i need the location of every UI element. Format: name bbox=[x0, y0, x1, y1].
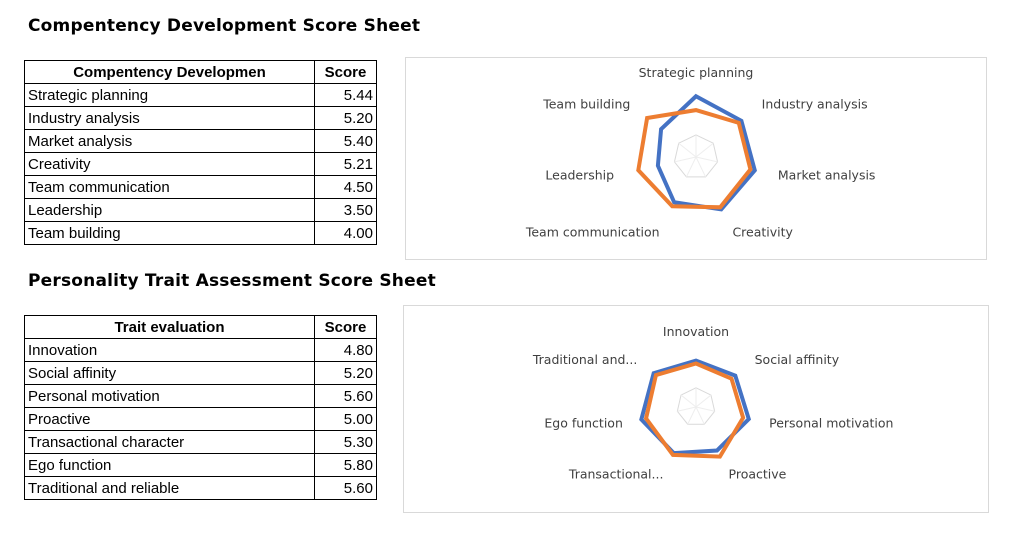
row-score: 3.50 bbox=[314, 198, 377, 222]
table-row: Creativity 5.21 bbox=[24, 152, 377, 176]
competency-radar-svg: Strategic planning Industry analysis Marke… bbox=[525, 65, 876, 240]
radar-spoke bbox=[680, 394, 697, 408]
radar-axis-label: Innovation bbox=[663, 324, 729, 339]
table-row: Proactive 5.00 bbox=[24, 407, 377, 431]
table-row: Leadership 3.50 bbox=[24, 198, 377, 222]
row-name: Personal motivation bbox=[24, 384, 315, 408]
row-name: Market analysis bbox=[24, 129, 315, 153]
personality-score-table: Trait evaluation Score Innovation 4.80 So… bbox=[24, 315, 377, 500]
personality-radar-chart: Innovation Social affinity Personal motiva… bbox=[403, 305, 989, 513]
row-name: Industry analysis bbox=[24, 106, 315, 130]
row-score: 5.44 bbox=[314, 83, 377, 107]
row-score: 5.80 bbox=[314, 453, 377, 477]
table-row: Transactional character 5.30 bbox=[24, 430, 377, 454]
table-row: Industry analysis 5.20 bbox=[24, 106, 377, 130]
row-name: Transactional character bbox=[24, 430, 315, 454]
row-score: 5.60 bbox=[314, 384, 377, 408]
row-score: 5.20 bbox=[314, 361, 377, 385]
radar-axis-label: Leadership bbox=[545, 168, 614, 183]
table-row: Ego function 5.80 bbox=[24, 453, 377, 477]
radar-spoke bbox=[695, 394, 712, 408]
row-score: 4.80 bbox=[314, 338, 377, 362]
row-name: Leadership bbox=[24, 198, 315, 222]
radar-spoke bbox=[695, 406, 715, 412]
row-score: 5.20 bbox=[314, 106, 377, 130]
row-score: 5.60 bbox=[314, 476, 377, 500]
radar-spoke bbox=[695, 156, 718, 163]
personality-sheet-title: Personality Trait Assessment Score Sheet bbox=[28, 271, 436, 291]
row-name: Proactive bbox=[24, 407, 315, 431]
radar-spoke bbox=[695, 142, 714, 158]
row-name: Innovation bbox=[24, 338, 315, 362]
radar-series-2 bbox=[636, 108, 753, 210]
table-row: Traditional and reliable 5.60 bbox=[24, 476, 377, 500]
radar-axis-label: Industry analysis bbox=[762, 97, 868, 112]
row-score: 5.30 bbox=[314, 430, 377, 454]
table-row: Market analysis 5.40 bbox=[24, 129, 377, 153]
table-row: Team building 4.00 bbox=[24, 221, 377, 245]
radar-spoke bbox=[685, 156, 697, 178]
radar-axis-label: Team communication bbox=[525, 225, 660, 240]
row-name: Traditional and reliable bbox=[24, 476, 315, 500]
radar-series-2 bbox=[643, 361, 746, 459]
header-score: Score bbox=[314, 315, 377, 339]
table-header-row: Trait evaluation Score bbox=[24, 315, 377, 339]
radar-axis-label: Creativity bbox=[732, 225, 793, 240]
header-name: Trait evaluation bbox=[24, 315, 315, 339]
table-row: Strategic planning 5.44 bbox=[24, 83, 377, 107]
table-row: Innovation 4.80 bbox=[24, 338, 377, 362]
radar-axis-label: Personal motivation bbox=[769, 416, 893, 431]
radar-axis-label: Team building bbox=[542, 97, 630, 112]
row-name: Social affinity bbox=[24, 361, 315, 385]
radar-spoke bbox=[677, 406, 697, 412]
header-name: Compentency Developmen bbox=[24, 60, 315, 84]
table-row: Social affinity 5.20 bbox=[24, 361, 377, 385]
header-score: Score bbox=[314, 60, 377, 84]
radar-axis-label: Social affinity bbox=[755, 352, 840, 367]
radar-spoke bbox=[695, 156, 707, 178]
row-name: Strategic planning bbox=[24, 83, 315, 107]
radar-axis-label: Market analysis bbox=[778, 168, 876, 183]
radar-axis-label: Transactional... bbox=[568, 467, 664, 482]
radar-axis-label: Traditional and... bbox=[532, 352, 638, 367]
radar-axis-label: Strategic planning bbox=[639, 65, 754, 80]
radar-series-1 bbox=[639, 358, 752, 456]
personality-radar-svg: Innovation Social affinity Personal motiva… bbox=[532, 324, 894, 482]
row-score: 4.50 bbox=[314, 175, 377, 199]
row-score: 5.00 bbox=[314, 407, 377, 431]
radar-spoke bbox=[674, 156, 697, 163]
radar-spoke bbox=[695, 406, 705, 425]
competency-sheet-title: Compentency Development Score Sheet bbox=[28, 16, 421, 36]
radar-gridline bbox=[676, 387, 716, 425]
radar-axis-label: Proactive bbox=[729, 467, 787, 482]
row-name: Team communication bbox=[24, 175, 315, 199]
row-score: 5.21 bbox=[314, 152, 377, 176]
radar-gridline bbox=[673, 134, 719, 178]
row-name: Creativity bbox=[24, 152, 315, 176]
table-row: Team communication 4.50 bbox=[24, 175, 377, 199]
radar-axis-label: Ego function bbox=[544, 416, 623, 431]
row-score: 4.00 bbox=[314, 221, 377, 245]
row-name: Team building bbox=[24, 221, 315, 245]
table-header-row: Compentency Developmen Score bbox=[24, 60, 377, 84]
radar-spoke bbox=[687, 406, 697, 425]
radar-spoke bbox=[678, 142, 697, 158]
row-score: 5.40 bbox=[314, 129, 377, 153]
competency-radar-chart: Strategic planning Industry analysis Marke… bbox=[405, 57, 987, 260]
row-name: Ego function bbox=[24, 453, 315, 477]
table-row: Personal motivation 5.60 bbox=[24, 384, 377, 408]
competency-score-table: Compentency Developmen Score Strategic p… bbox=[24, 60, 377, 245]
